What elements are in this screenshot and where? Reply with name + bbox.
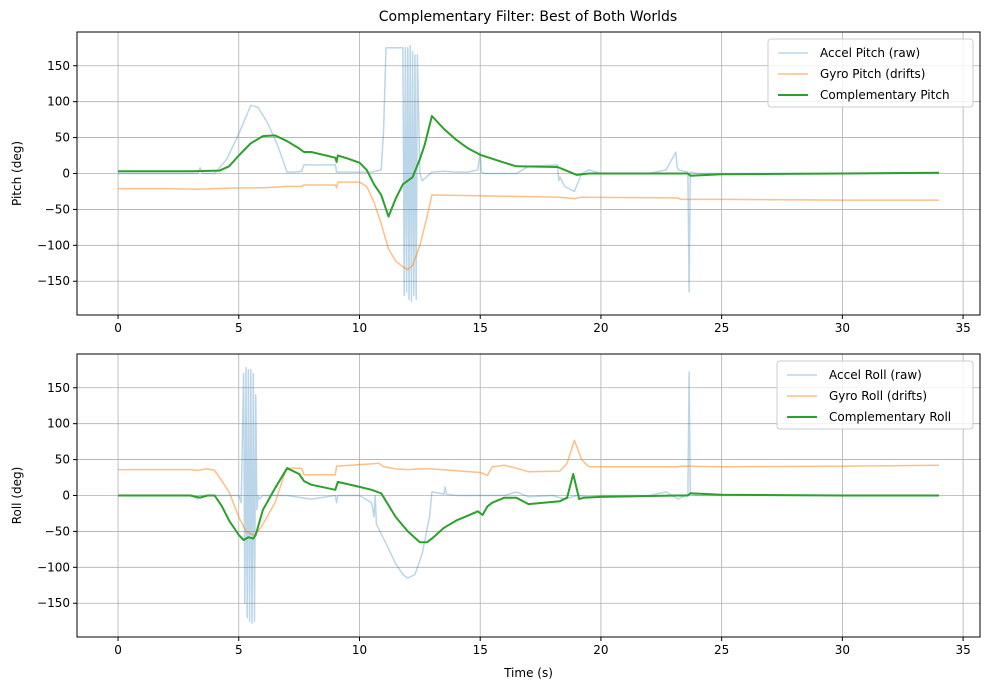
x-tick-label: 25 xyxy=(714,321,729,335)
y-tick-label: 0 xyxy=(62,167,70,181)
x-tick-label: 0 xyxy=(114,321,122,335)
legend-entry: Gyro Roll (drifts) xyxy=(829,389,927,403)
x-tick-label: 5 xyxy=(235,643,243,657)
legend: Accel Roll (raw) Gyro Roll (drifts) Comple… xyxy=(776,360,974,430)
legend-entry: Gyro Pitch (drifts) xyxy=(820,67,925,81)
legend-entry: Accel Pitch (raw) xyxy=(820,46,920,60)
x-axis-ticks: 0 5 10 15 20 25 30 35 xyxy=(114,315,971,335)
series-complementary-pitch xyxy=(118,115,940,218)
y-tick-label: 100 xyxy=(47,95,70,109)
x-tick-label: 10 xyxy=(352,321,367,335)
legend: Accel Pitch (raw) Gyro Pitch (drifts) Comp… xyxy=(767,38,974,108)
y-tick-label: 50 xyxy=(55,453,70,467)
x-tick-label: 20 xyxy=(593,321,608,335)
y-tick-label: 150 xyxy=(47,381,70,395)
roll-subplot: 0 5 10 15 20 25 30 35 −150 −100 −50 0 50 100 150 Roll (… xyxy=(10,353,981,680)
series-gyro-roll-drifts xyxy=(118,439,940,536)
x-axis-label: Time (s) xyxy=(503,666,553,680)
x-tick-label: 30 xyxy=(835,643,850,657)
y-tick-label: −150 xyxy=(37,596,70,610)
legend-entry: Accel Roll (raw) xyxy=(829,368,922,382)
x-tick-label: 35 xyxy=(955,321,970,335)
x-tick-label: 10 xyxy=(352,643,367,657)
y-tick-label: 100 xyxy=(47,417,70,431)
y-tick-label: −150 xyxy=(37,274,70,288)
x-tick-label: 15 xyxy=(473,321,488,335)
x-tick-label: 30 xyxy=(835,321,850,335)
x-tick-label: 35 xyxy=(955,643,970,657)
y-tick-label: −100 xyxy=(37,238,70,252)
x-tick-label: 20 xyxy=(593,643,608,657)
x-axis-ticks: 0 5 10 15 20 25 30 35 xyxy=(114,637,971,657)
legend-entry: Complementary Roll xyxy=(829,410,951,424)
y-tick-label: 50 xyxy=(55,131,70,145)
y-axis-ticks: −150 −100 −50 0 50 100 150 xyxy=(37,59,77,288)
series-complementary-roll xyxy=(118,467,939,544)
y-tick-label: −50 xyxy=(45,524,70,538)
y-axis-label: Pitch (deg) xyxy=(10,141,24,206)
y-tick-label: 150 xyxy=(47,59,70,73)
series-gyro-pitch-drifts xyxy=(118,181,939,271)
x-tick-label: 25 xyxy=(714,643,729,657)
series-accel-roll-raw xyxy=(118,366,939,625)
x-tick-label: 15 xyxy=(473,643,488,657)
legend-entry: Complementary Pitch xyxy=(820,88,950,102)
x-tick-label: 5 xyxy=(235,321,243,335)
x-tick-label: 0 xyxy=(114,643,122,657)
y-tick-label: −50 xyxy=(45,202,70,216)
y-tick-label: −100 xyxy=(37,560,70,574)
pitch-subplot: 0 5 10 15 20 25 30 35 −150 −100 −50 0 50 100 150 Pitch … xyxy=(10,31,981,335)
chart-title: Complementary Filter: Best of Both World… xyxy=(379,9,677,25)
y-axis-label: Roll (deg) xyxy=(10,467,24,525)
y-tick-label: 0 xyxy=(62,489,70,503)
y-axis-ticks: −150 −100 −50 0 50 100 150 xyxy=(37,381,77,610)
